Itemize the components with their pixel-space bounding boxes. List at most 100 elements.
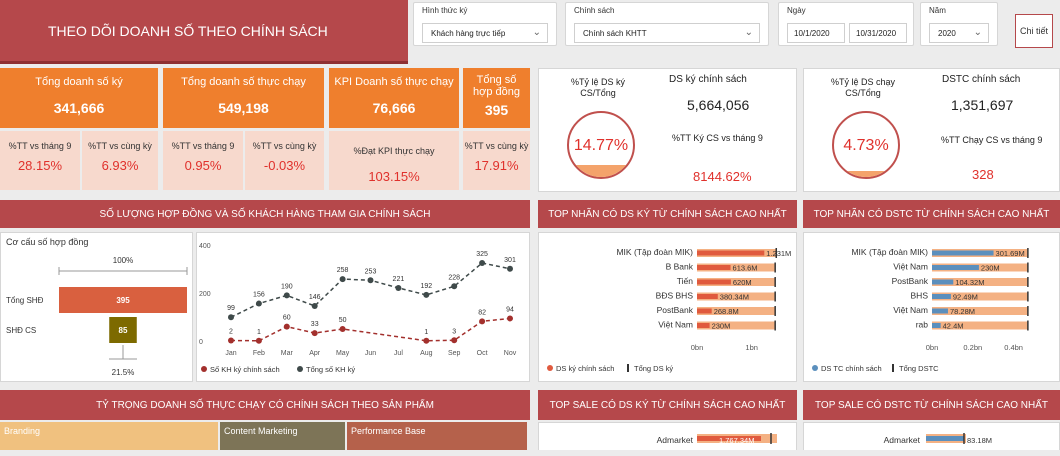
filter-label: Hình thức ký — [422, 6, 468, 15]
kpi-value: 341,666 — [53, 100, 105, 116]
category-label: PostBank — [657, 305, 694, 315]
total-bar — [932, 278, 1028, 286]
total-bar — [932, 321, 1028, 330]
category-label: MIK (Tập đoàn MIK) — [851, 247, 928, 257]
kpi-title: Tổng doanh số thực chạy — [181, 76, 306, 88]
data-label: 104.32M — [955, 278, 984, 287]
data-label: 94 — [506, 306, 514, 313]
bar — [109, 317, 137, 343]
gauge-fill — [569, 165, 633, 177]
kpi-sub: %TT vs cùng kỳ 6.93% — [82, 131, 158, 190]
value-bar — [932, 294, 951, 299]
data-label: 1 — [424, 329, 428, 336]
category-label: PostBank — [892, 276, 929, 286]
total-bar — [697, 292, 776, 301]
data-label: 253 — [365, 268, 377, 275]
category-label: rab — [916, 320, 929, 330]
data-point — [311, 330, 318, 337]
y-tick-label: 0 — [199, 339, 203, 346]
card-title: DS ký chính sách — [669, 74, 747, 85]
filter-label: Chính sách — [574, 6, 615, 15]
value-bar — [932, 323, 941, 328]
value-bar — [697, 265, 731, 270]
chinh-sach-dropdown[interactable]: Chính sách KHTT ⌄ — [574, 23, 760, 43]
top-sale-ky-svg: Admarket 1.767.34M — [657, 433, 777, 445]
date-to-input[interactable]: 10/31/2020 — [849, 23, 907, 43]
legend-label: Tổng DSTC — [899, 364, 939, 373]
data-label: 60 — [283, 315, 291, 322]
legend-marker — [201, 366, 207, 372]
top-sale-dstc-svg: Admarket 83.18M — [884, 433, 992, 445]
dropdown-value: Khách hàng trực tiếp — [431, 28, 506, 38]
line-chart-panel: 0 200 400 Jan Feb Mar Apr May Jun Jul Aug Sep Oct Nov… — [196, 232, 530, 382]
x-tick-label: 0bn — [691, 343, 704, 352]
x-tick-label: Jan — [225, 350, 236, 357]
legend-marker — [297, 366, 303, 372]
kpi-sub-value: -0.03% — [263, 158, 306, 173]
category-label: BHS — [911, 291, 929, 301]
data-label: 190 — [281, 283, 293, 290]
kpi-sub: %TT vs cùng kỳ 17.91% — [463, 131, 530, 190]
gauge-label: %Tỷ lệ DS ký CS/Tổng — [570, 77, 625, 98]
section-title: SỐ LƯỢNG HỢP ĐỒNG VÀ SỐ KHÁCH HÀNG THAM … — [99, 208, 431, 220]
card-sub-label: %TT Chạy CS vs tháng 9 — [941, 135, 1043, 145]
legend-label: DS ký chính sách — [556, 364, 614, 373]
category-label: BĐS BHS — [656, 291, 694, 301]
detail-button-label: Chi tiết — [1019, 26, 1048, 36]
date-from-value: 10/1/2020 — [794, 28, 830, 38]
value-bar — [932, 250, 994, 256]
legend-label: DS TC chính sách — [821, 364, 882, 373]
x-tick-label: 0.2bn — [963, 343, 982, 352]
page-title: THEO DÕI DOANH SỐ THEO CHÍNH SÁCH — [0, 0, 408, 64]
data-point — [228, 337, 234, 344]
category-label: Tiến — [677, 276, 693, 286]
treemap-content-marketing[interactable]: Content Marketing — [220, 422, 345, 450]
date-from-input[interactable]: 10/1/2020 — [787, 23, 845, 43]
section-header-hop-dong: SỐ LƯỢNG HỢP ĐỒNG VÀ SỐ KHÁCH HÀNG THAM … — [0, 200, 530, 228]
data-label: 301.69M — [996, 249, 1025, 258]
treemap-branding[interactable]: Branding — [0, 422, 218, 450]
kpi-ds-target: KPI Doanh số thực chạy 76,666 — [329, 68, 459, 128]
kpi-sub: %TT vs cùng kỳ -0.03% — [245, 131, 324, 190]
data-label: 1 — [257, 329, 261, 336]
data-point — [228, 314, 234, 321]
category-label: MIK (Tập đoàn MIK) — [616, 247, 693, 257]
treemap-label: Performance Base — [351, 426, 426, 436]
value-bar — [697, 323, 710, 328]
chevron-down-icon: ⌄ — [744, 27, 753, 38]
top-nhan-ky-chart: MIK (Tập đoàn MIK) 1.231M B Bank 613.6M Tiến… — [538, 232, 797, 382]
data-label: 325 — [476, 251, 488, 258]
dropdown-value: 2020 — [938, 28, 956, 38]
data-point — [367, 277, 374, 284]
data-label: 221 — [393, 276, 405, 283]
nam-dropdown[interactable]: 2020 ⌄ — [929, 23, 989, 43]
ngay-filter: Ngày 10/1/2020 10/31/2020 — [778, 2, 914, 46]
data-point — [451, 283, 458, 290]
detail-button[interactable]: Chi tiết — [1015, 14, 1053, 48]
total-bar — [697, 321, 776, 330]
card-title: DSTC chính sách — [942, 74, 1021, 85]
legend-marker — [627, 364, 629, 372]
data-point — [311, 302, 318, 309]
top-nhan-ky-svg: MIK (Tập đoàn MIK) 1.231M B Bank 613.6M Tiến… — [547, 247, 791, 373]
data-label: 258 — [337, 267, 349, 274]
x-tick-label: Oct — [477, 350, 488, 357]
data-label: 613.6M — [733, 264, 758, 273]
section-header-top-nhan-dstc: TOP NHÃN CÓ DSTC TỪ CHÍNH SÁCH CAO NHẤT — [803, 200, 1060, 228]
value-bar — [932, 308, 948, 314]
data-label: 99 — [227, 305, 235, 312]
x-tick-label: 0bn — [926, 343, 939, 352]
chevron-down-icon: ⌄ — [973, 27, 982, 38]
hinh-thuc-ky-dropdown[interactable]: Khách hàng trực tiếp ⌄ — [422, 23, 548, 43]
data-label: 83.18M — [967, 436, 992, 445]
data-label: 228 — [448, 274, 460, 281]
section-header-top-sale-dstc: TOP SALE CÓ DSTC TỪ CHÍNH SÁCH CAO NHẤT — [803, 390, 1060, 420]
total-bar — [697, 263, 776, 272]
legend-label: Số KH ký chính sách — [210, 365, 280, 374]
card-value: 1,351,697 — [951, 97, 1014, 113]
treemap-performance-base[interactable]: Performance Base — [347, 422, 527, 450]
kpi-sub-label: %TT vs tháng 9 — [171, 141, 235, 151]
kpi-hop-dong: Tổng số hợp đồng 395 — [463, 68, 530, 128]
treemap-label: Branding — [4, 426, 41, 436]
total-bar — [697, 307, 776, 315]
